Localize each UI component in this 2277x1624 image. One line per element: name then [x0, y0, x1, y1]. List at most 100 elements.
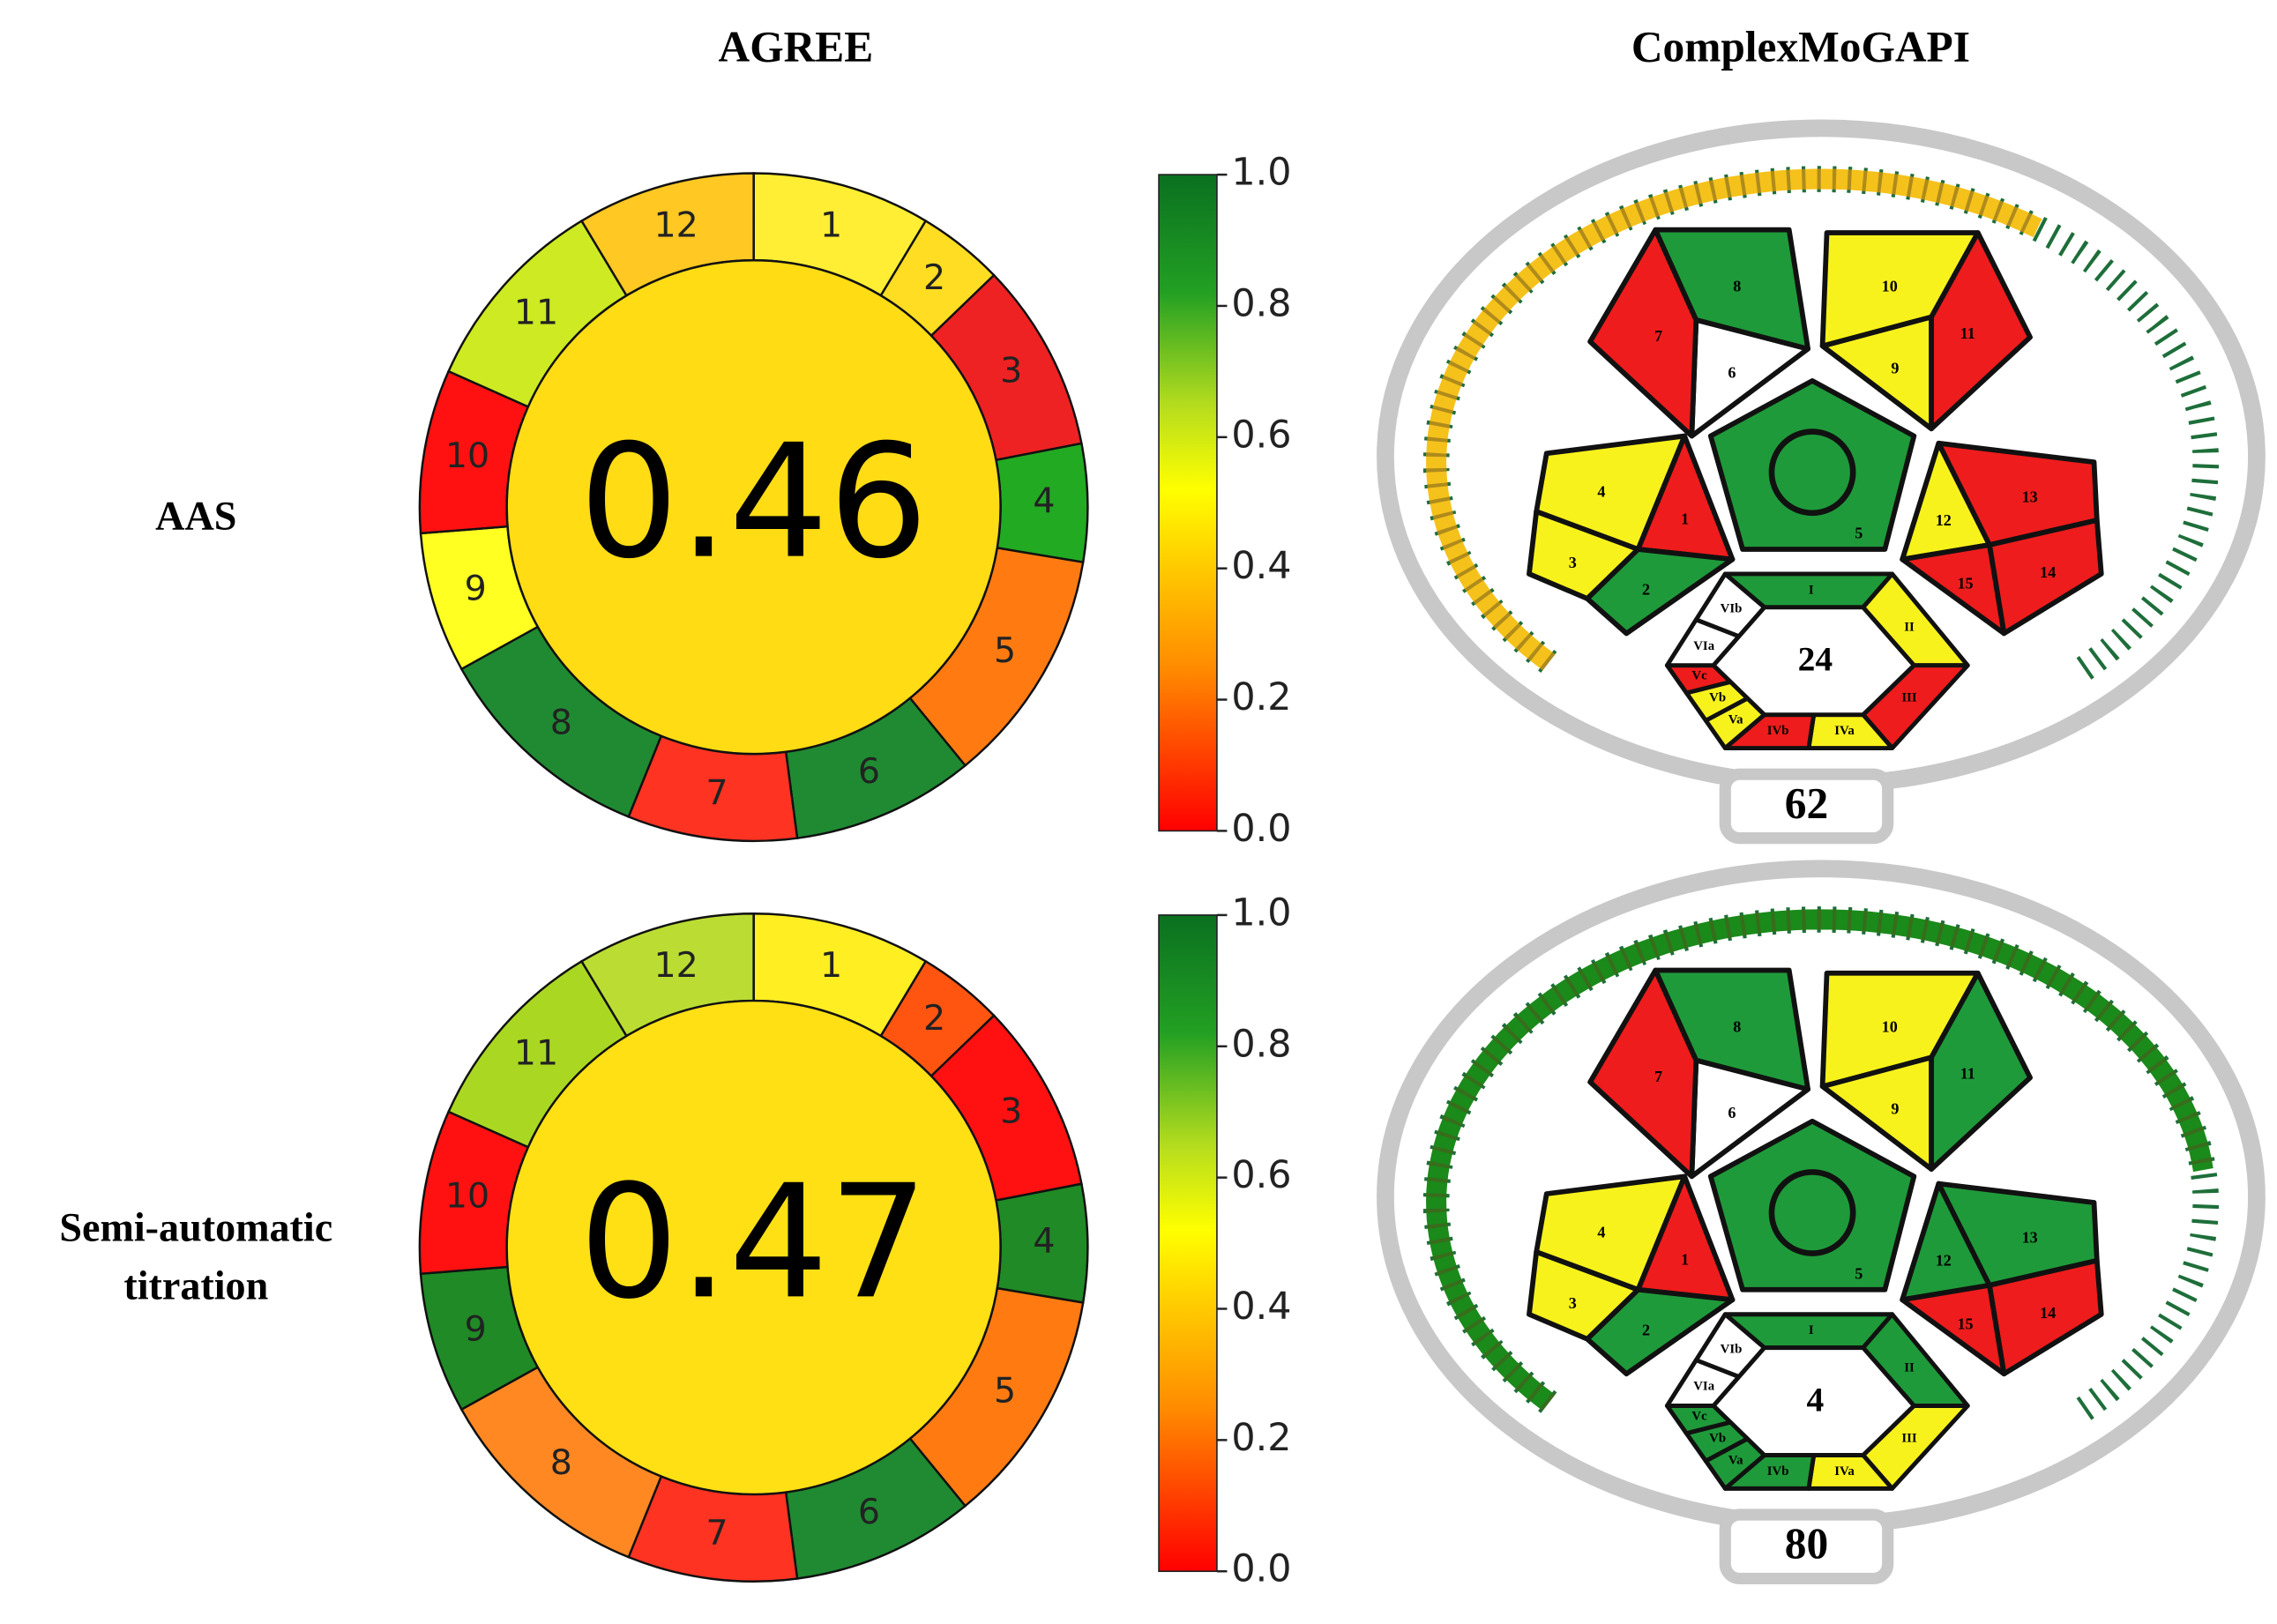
agree-score: 0.47	[579, 1151, 929, 1333]
colorbar-tick-label: 0.6	[1231, 1153, 1291, 1197]
hexagon-label: VIb	[1721, 601, 1743, 615]
region-label: 4	[1597, 1224, 1605, 1241]
row-label: AAS	[155, 494, 236, 539]
region-label: 2	[1642, 580, 1650, 598]
hexagon-label: Vb	[1709, 691, 1726, 705]
region	[1653, 967, 1811, 1092]
region-label: 1	[1681, 510, 1689, 528]
region-label: 9	[1891, 1099, 1899, 1117]
score-box	[1719, 1509, 1894, 1585]
agree-segment-label: 12	[653, 205, 698, 245]
colorbar-tick-label: 0.6	[1231, 413, 1291, 457]
colorbar	[1158, 174, 1218, 832]
region-label: 7	[1654, 1068, 1662, 1085]
region-label: 12	[1936, 511, 1952, 529]
hexagon-label: Vc	[1691, 1409, 1707, 1423]
agree-segment-label: 3	[1000, 1091, 1022, 1131]
region	[1929, 970, 2033, 1172]
region	[1900, 542, 2007, 637]
agree-segment-label: 1	[820, 945, 842, 986]
agree-segment-label: 8	[550, 1442, 572, 1483]
hexagon-label: IVa	[1834, 1464, 1855, 1479]
agree-segment-label: 5	[994, 1371, 1016, 1412]
pentagon-circle	[1768, 428, 1856, 517]
agree-segment-label: 12	[653, 945, 698, 986]
region-label: 13	[2022, 488, 2038, 505]
region-label: 1	[1681, 1251, 1689, 1269]
colorbar-tick-label: 1.0	[1231, 890, 1291, 935]
score-ticks-overlay	[1426, 909, 2214, 1412]
hexagon-label: III	[1901, 1431, 1917, 1445]
hexagon-label: Va	[1728, 713, 1743, 727]
region-label: 6	[1728, 363, 1736, 381]
region-label: 11	[1960, 324, 1975, 342]
region	[1653, 227, 1811, 352]
hexagon-label: Vc	[1691, 669, 1707, 683]
agree-segment-label: 4	[1033, 480, 1055, 521]
hexagon-label: III	[1901, 691, 1917, 705]
hexagon-inner	[1710, 605, 1917, 718]
agree-segment-label: 6	[858, 1492, 880, 1532]
agree-segment-label: 10	[445, 1176, 489, 1217]
region-label: 9	[1891, 359, 1899, 376]
hexagon-label: VIb	[1721, 1342, 1743, 1356]
agree-segment-label: 4	[1033, 1221, 1055, 1262]
region	[1534, 433, 1688, 552]
region-label: 10	[1882, 1018, 1898, 1036]
region-label: 15	[1957, 1315, 1973, 1333]
hexagon-label: I	[1809, 583, 1814, 597]
agree-segment-label: 10	[445, 436, 489, 476]
mogapi-score: 80	[1785, 1519, 1828, 1568]
colorbar-tick-label: 0.0	[1231, 807, 1291, 851]
hexagon-label: II	[1904, 1360, 1915, 1374]
row-label: Semi-automatic	[59, 1204, 332, 1249]
hexagon-label: Vb	[1709, 1431, 1726, 1445]
region-label: 4	[1597, 483, 1605, 501]
hexagon-inner	[1710, 1345, 1917, 1457]
agree-segment-label: 6	[858, 751, 880, 792]
region-label: 11	[1960, 1065, 1975, 1083]
region-label: 14	[2040, 563, 2056, 581]
agree-segment-label: 7	[705, 772, 728, 813]
hexagon-center: 24	[1798, 639, 1833, 678]
region-label: 8	[1733, 278, 1741, 295]
colorbar-tick-label: 0.2	[1231, 675, 1291, 719]
colorbar-tick-label: 0.0	[1231, 1547, 1291, 1591]
region-label: 13	[2022, 1228, 2038, 1246]
score-box	[1719, 768, 1894, 845]
region-label: 6	[1728, 1104, 1736, 1121]
agree-center	[505, 999, 1002, 1496]
hexagon-label: II	[1904, 621, 1915, 635]
agree-segment-label: 7	[705, 1513, 728, 1553]
region-label: 3	[1569, 1294, 1577, 1312]
agree-score: 0.46	[579, 411, 929, 593]
region-label: 12	[1936, 1252, 1952, 1270]
score-ticks-overlay	[1426, 168, 2042, 671]
region-label: 8	[1733, 1018, 1741, 1036]
agree-segment-label: 11	[514, 292, 558, 332]
colorbar-tick-label: 0.8	[1231, 1022, 1291, 1066]
colorbar	[1158, 914, 1218, 1573]
agree-segment-label: 9	[465, 569, 487, 609]
score-arc	[1426, 909, 2214, 1412]
region-label: 2	[1642, 1321, 1650, 1338]
agree-segment-label: 2	[923, 257, 945, 298]
pentagon-circle	[1768, 1169, 1856, 1256]
hexagon-label: IVa	[1834, 724, 1855, 738]
region	[1534, 1173, 1688, 1292]
hexagon-label: VIa	[1693, 639, 1714, 653]
agree-segment-label: 11	[514, 1032, 558, 1073]
region-label: 3	[1569, 554, 1577, 571]
region-label: 7	[1654, 327, 1662, 345]
agree-segment-label: 5	[994, 630, 1016, 671]
hexagon-label: IVb	[1767, 724, 1789, 738]
agree-segment-label: 1	[820, 205, 842, 245]
agree-segment-label: 2	[923, 998, 945, 1039]
mogapi-score: 62	[1785, 778, 1828, 827]
region-label: 5	[1855, 525, 1863, 542]
row-label: titration	[123, 1263, 268, 1307]
agree-center	[505, 259, 1002, 756]
colorbar-tick-label: 0.8	[1231, 281, 1291, 325]
column-title: AGREE	[719, 22, 874, 71]
